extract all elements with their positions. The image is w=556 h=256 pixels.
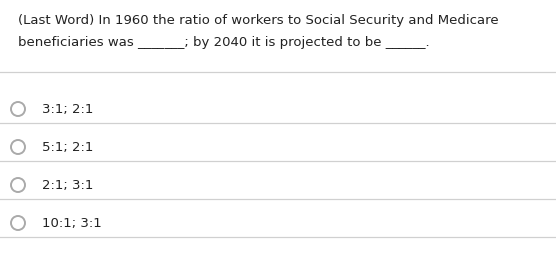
- Text: 3:1; 2:1: 3:1; 2:1: [42, 102, 93, 115]
- Text: 2:1; 3:1: 2:1; 3:1: [42, 178, 93, 191]
- Text: (Last Word) In 1960 the ratio of workers to Social Security and Medicare: (Last Word) In 1960 the ratio of workers…: [18, 14, 499, 27]
- Text: beneficiaries was _______; by 2040 it is projected to be ______.: beneficiaries was _______; by 2040 it is…: [18, 36, 430, 49]
- Text: 5:1; 2:1: 5:1; 2:1: [42, 141, 93, 154]
- Text: 10:1; 3:1: 10:1; 3:1: [42, 217, 102, 229]
